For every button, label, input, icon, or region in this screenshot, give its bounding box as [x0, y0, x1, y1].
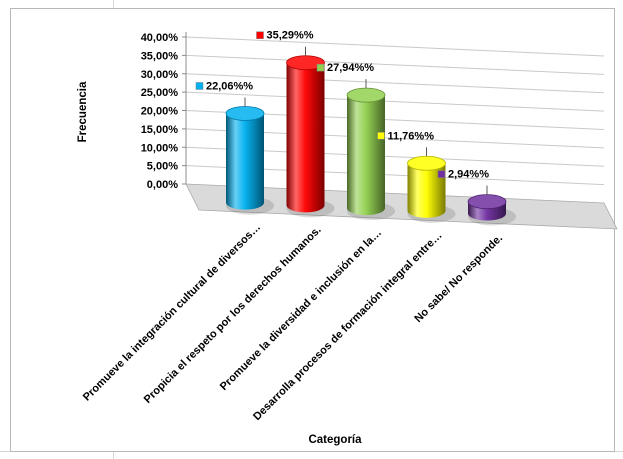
y-tick-label: 10,00% — [141, 142, 179, 154]
data-label-marker — [316, 63, 325, 72]
bar-cylinder — [225, 106, 274, 215]
bar-data-label: 2,94%% — [437, 169, 489, 181]
bar-top — [467, 194, 507, 210]
data-label-text: 27,94%% — [327, 62, 374, 74]
bar-top — [225, 106, 265, 121]
data-label-text: 11,76%% — [388, 130, 435, 142]
bar-top — [346, 87, 386, 103]
bar-cylinder — [467, 194, 516, 226]
data-label-marker — [256, 31, 264, 39]
bar-data-label: 11,76%% — [377, 130, 435, 142]
x-axis-title: Categoría — [308, 434, 362, 446]
data-label-marker — [437, 170, 446, 178]
bar-top — [407, 155, 446, 171]
gridline — [185, 73, 605, 94]
bar-cylinder — [286, 55, 335, 218]
gridline — [185, 91, 605, 112]
bar-cylinder — [346, 87, 395, 221]
bar-data-label: 27,94%% — [316, 62, 374, 74]
y-tick-label: 5,00% — [147, 161, 178, 173]
y-tick-label: 25,00% — [141, 87, 179, 99]
data-label-text: 2,94%% — [448, 169, 489, 181]
bar-body — [347, 95, 385, 209]
bar-data-label: 22,06%% — [195, 80, 253, 92]
bar-data-label: 35,29%% — [256, 30, 314, 42]
gridline — [185, 54, 605, 75]
y-tick-label: 40,00% — [141, 32, 179, 44]
y-tick-label: 15,00% — [141, 124, 179, 136]
bar-body — [286, 62, 325, 206]
y-tick-label: 20,00% — [141, 106, 179, 118]
y-axis-title: Frecuencia — [77, 81, 89, 142]
y-tick-label: 0,00% — [147, 179, 178, 191]
data-label-marker — [377, 132, 385, 140]
y-tick-label: 35,00% — [141, 50, 179, 62]
data-label-marker — [195, 82, 204, 90]
data-label-text: 22,06%% — [206, 80, 253, 92]
bar-body — [226, 113, 264, 203]
gridline — [185, 36, 605, 57]
y-tick-label: 30,00% — [141, 69, 179, 81]
data-label-text: 35,29%% — [267, 30, 314, 42]
